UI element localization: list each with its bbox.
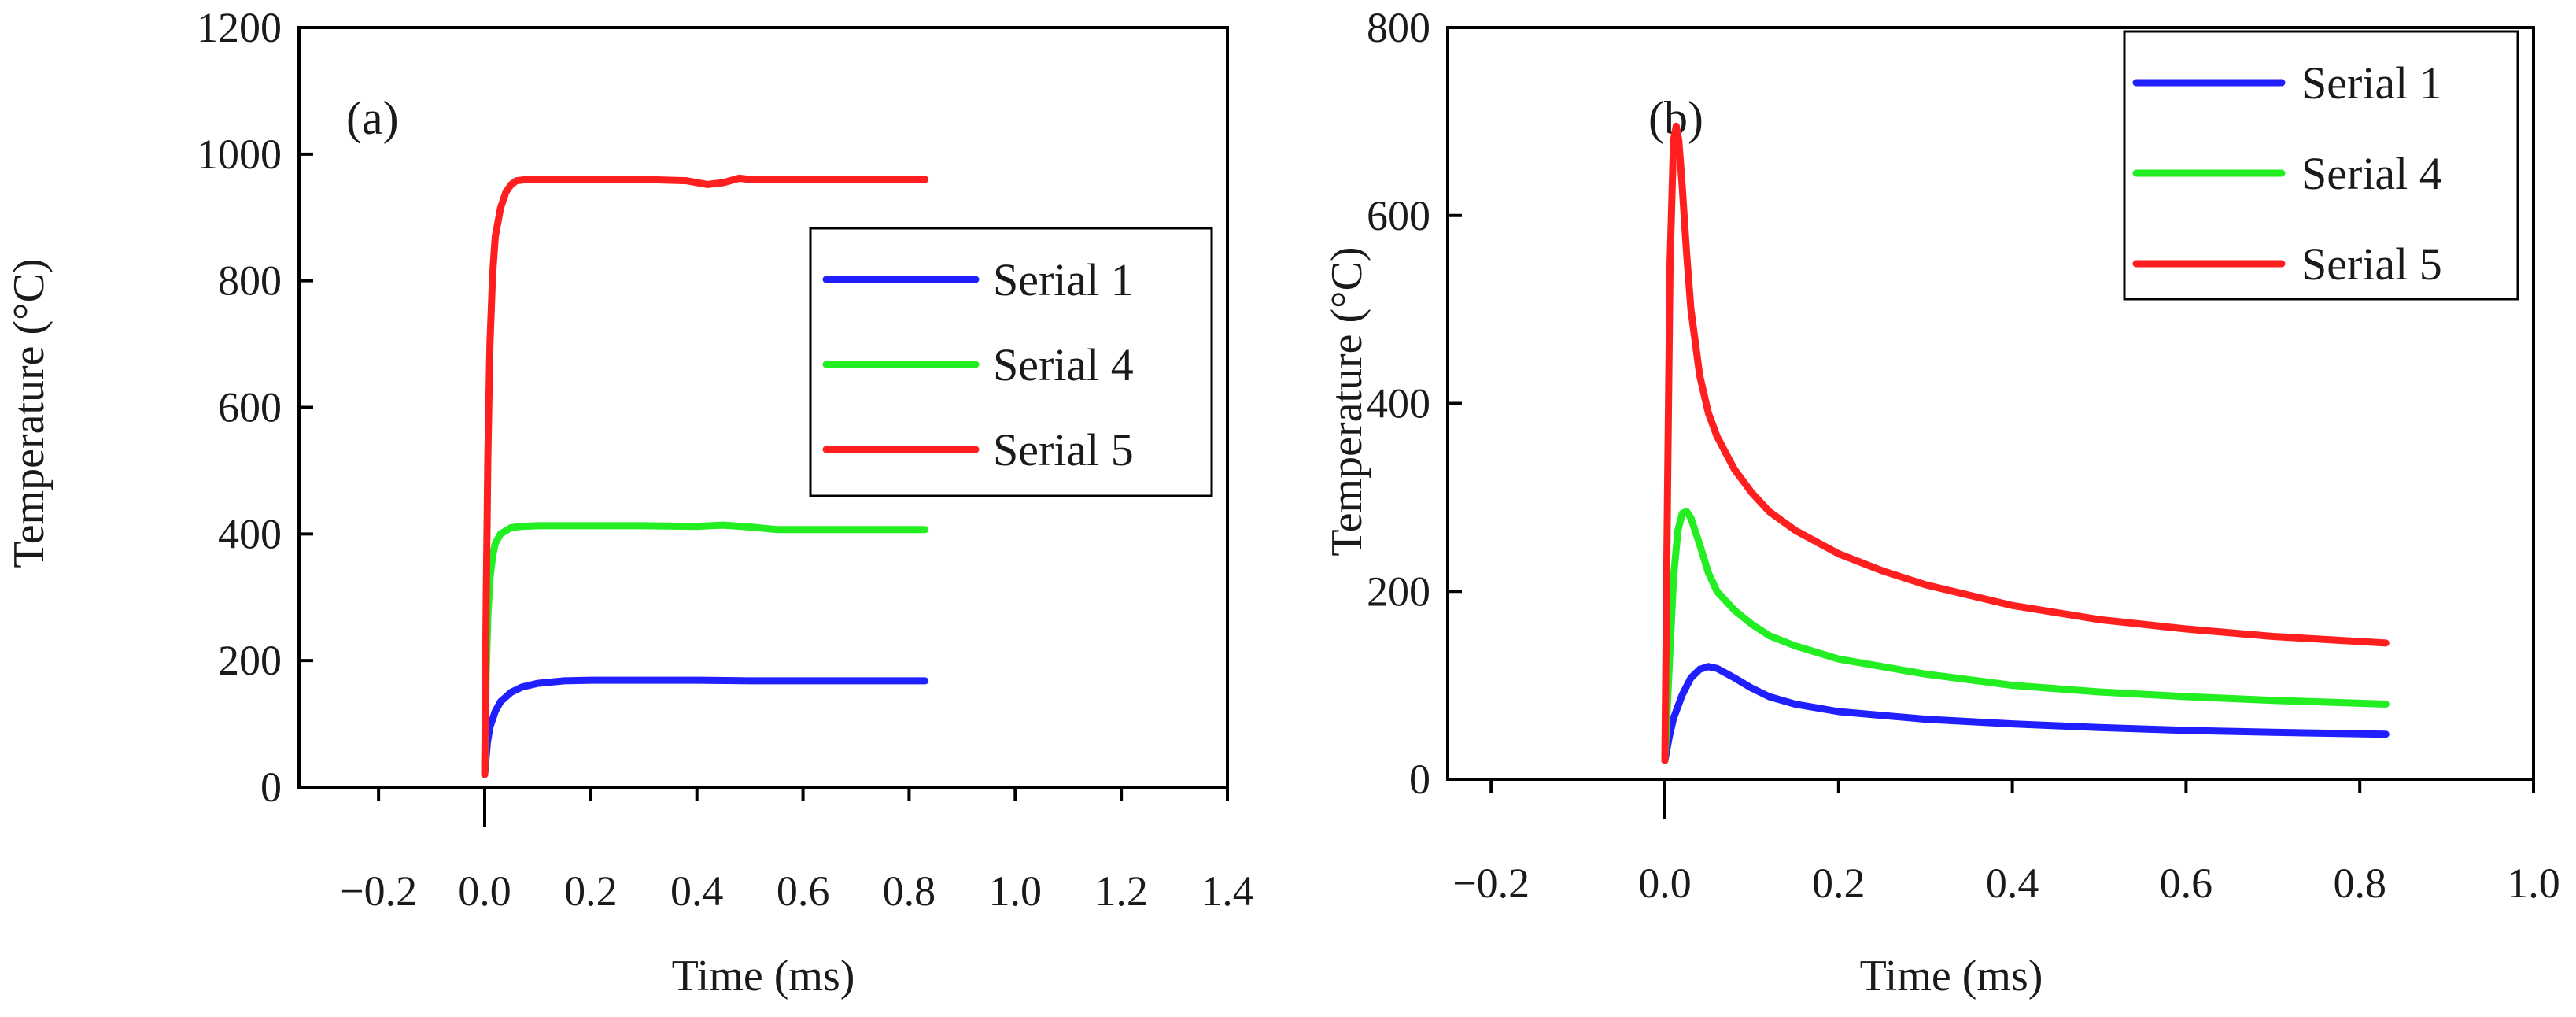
y-tick-label: 400 (218, 510, 282, 557)
x-tick-label: 0.0 (1638, 860, 1692, 907)
x-tick-label: 0.8 (2333, 860, 2386, 907)
legend-entry-label: Serial 4 (2301, 148, 2442, 199)
y-axis-label: Temperature (°C) (5, 258, 54, 568)
y-tick-label: 0 (260, 764, 282, 811)
panel-label: (a) (346, 92, 399, 144)
series-line-serial-1 (1661, 663, 2390, 764)
x-tick-label: 0.4 (670, 867, 724, 915)
chart-panel-a: 0 200 400 600 800 1000 1200 −0.2 0.0 0.2 0.4 0.6 0.8… (5, 4, 1254, 1000)
legend-entry-label: Serial 1 (2301, 57, 2442, 109)
x-tick-label: 0.6 (2160, 860, 2213, 907)
legend-box (2123, 30, 2519, 301)
y-tick-label: 1200 (197, 4, 282, 51)
y-tick-label: 0 (1409, 756, 1430, 803)
y-axis-label: Temperature (°C) (1323, 246, 1371, 556)
y-tick-label: 1000 (197, 131, 282, 178)
y-tick-label: 600 (1367, 192, 1430, 239)
x-tick-label: 0.2 (1812, 860, 1866, 907)
legend-entry-label: Serial 5 (993, 424, 1134, 475)
series-line-serial-4 (1661, 508, 2390, 764)
chart-panel-b: 0 200 400 600 800 −0.2 0.0 0.2 0.4 0.6 0.8 1.0 Time … (1323, 4, 2560, 1000)
x-tick-label: 0.2 (564, 867, 618, 915)
x-tick-label: 1.0 (989, 867, 1043, 915)
y-tick-label: 600 (218, 384, 282, 431)
x-tick-label: 0.8 (883, 867, 936, 915)
series-line-serial-1 (481, 676, 929, 778)
y-tick-label: 400 (1367, 380, 1430, 427)
x-tick-label: 0.0 (458, 867, 511, 915)
x-tick-label: −0.2 (340, 867, 417, 915)
series-line-serial-5 (481, 174, 929, 778)
series-line-serial-4 (481, 521, 929, 778)
x-tick-label: 1.2 (1094, 867, 1148, 915)
x-tick-label: −0.2 (1452, 860, 1530, 907)
y-tick-label: 200 (218, 637, 282, 684)
legend-entry-label: Serial 1 (993, 254, 1134, 305)
x-tick-label: 1.4 (1201, 867, 1254, 915)
x-tick-label: 1.0 (2507, 860, 2560, 907)
y-tick-label: 800 (1367, 4, 1430, 51)
x-tick-label: 0.6 (777, 867, 830, 915)
y-tick-label: 200 (1367, 568, 1430, 615)
series-line-serial-5 (1661, 122, 2390, 764)
x-axis-label: Time (ms) (1860, 952, 2043, 1000)
x-tick-label: 0.4 (1986, 860, 2039, 907)
legend-entry-label: Serial 4 (993, 339, 1134, 390)
x-axis-label: Time (ms) (672, 952, 855, 1000)
legend-entry-label: Serial 5 (2301, 239, 2442, 290)
y-tick-label: 800 (218, 257, 282, 305)
